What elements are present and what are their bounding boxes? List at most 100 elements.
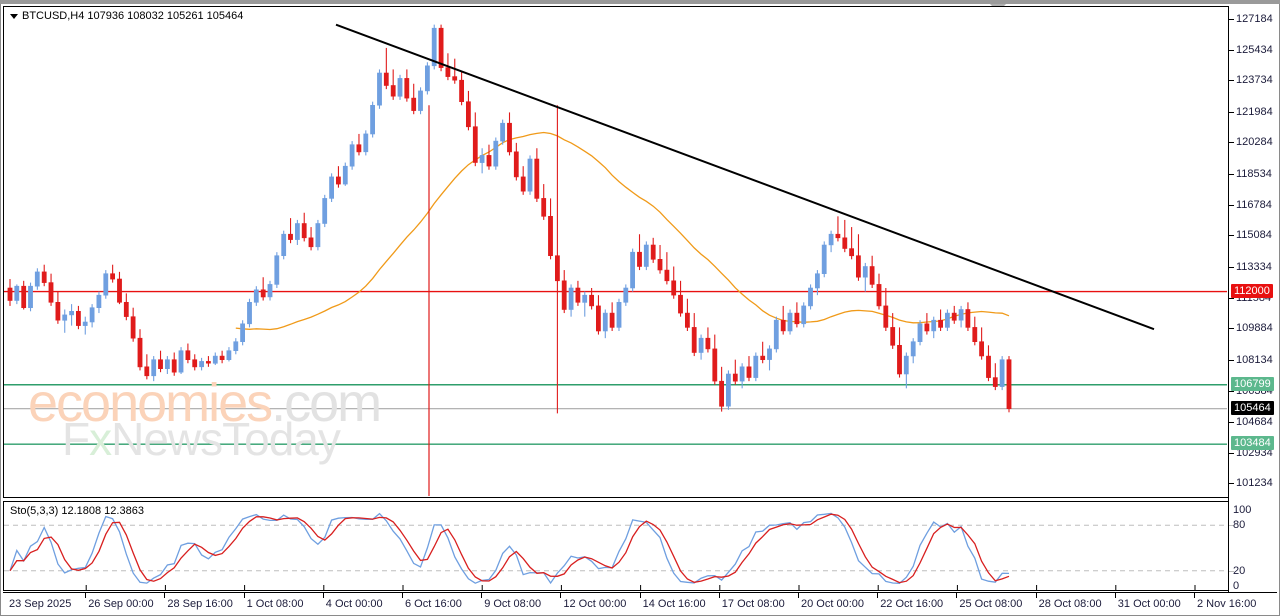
- candle: [965, 302, 971, 331]
- candle: [322, 194, 328, 228]
- candle: [835, 216, 841, 242]
- price-tick: [1229, 142, 1234, 144]
- candle: [801, 302, 807, 328]
- candle: [842, 219, 848, 253]
- candle: [165, 356, 170, 374]
- symbol-header-text: BTCUSD,H4 107936 108032 105261 105464: [22, 10, 244, 22]
- price-tick-label: 108134: [1236, 353, 1273, 366]
- sto-tick-label: 80: [1233, 519, 1246, 532]
- time-tick-label: 26 Sep 00:00: [88, 598, 154, 610]
- candle: [370, 101, 375, 138]
- candle: [226, 347, 232, 362]
- candle: [21, 280, 27, 310]
- price-tick: [1229, 235, 1234, 237]
- time-tick-label: 2 Nov 16:00: [1197, 598, 1257, 610]
- candle: [999, 356, 1005, 391]
- candle: [527, 155, 533, 195]
- candle: [260, 277, 266, 301]
- candle: [253, 286, 259, 306]
- stochastic-pane[interactable]: Sto(5,3,3) 12.1808 12.3863: [3, 501, 1228, 591]
- candle: [315, 219, 321, 251]
- candle: [96, 291, 102, 314]
- price-tick: [1229, 421, 1234, 423]
- candle: [418, 87, 423, 115]
- candle: [938, 309, 943, 331]
- time-tick-label: 9 Oct 08:00: [484, 598, 542, 610]
- sto-tick: [1229, 525, 1234, 527]
- sto-d-line: [9, 513, 1010, 584]
- candle: [520, 166, 526, 195]
- candle: [82, 316, 88, 335]
- candle: [377, 69, 382, 109]
- time-tick: [243, 593, 245, 598]
- candle: [972, 316, 978, 346]
- candle: [623, 284, 629, 306]
- candle: [814, 270, 820, 296]
- candle: [575, 280, 581, 306]
- candle: [862, 262, 868, 292]
- candle: [616, 298, 622, 331]
- chart-menu-arrow-icon[interactable]: [10, 13, 18, 19]
- price-tag-105464[interactable]: 105464: [1231, 400, 1274, 415]
- sto-tick-label: 100: [1233, 504, 1252, 516]
- candle: [780, 305, 786, 335]
- time-tick: [877, 593, 879, 598]
- sto-tick: [1229, 570, 1234, 572]
- price-tag-103484[interactable]: 103484: [1231, 436, 1274, 451]
- candle: [897, 327, 902, 378]
- price-tick-label: 113334: [1236, 260, 1272, 273]
- candle: [349, 141, 355, 170]
- candle: [657, 244, 663, 274]
- time-tick: [322, 593, 324, 598]
- time-tick: [402, 593, 403, 598]
- time-tick: [798, 593, 799, 598]
- candle: [787, 309, 793, 335]
- candle: [746, 356, 752, 382]
- time-tick-label: 28 Sep 16:00: [167, 598, 233, 610]
- time-tick-label: 6 Oct 16:00: [405, 598, 462, 610]
- candle: [171, 352, 177, 376]
- candle: [541, 184, 547, 220]
- price-tick-label: 123734: [1236, 74, 1273, 87]
- time-tick: [718, 593, 720, 598]
- price-tick-label: 125434: [1236, 43, 1273, 56]
- candle: [890, 313, 896, 349]
- candle: [725, 370, 731, 410]
- symbol-header: BTCUSD,H4 107936 108032 105261 105464: [10, 10, 243, 22]
- time-tick: [1194, 593, 1195, 598]
- candle: [335, 166, 341, 188]
- candle: [808, 284, 813, 310]
- candle: [684, 298, 690, 331]
- candle: [144, 354, 150, 380]
- candle: [110, 264, 115, 283]
- time-tick-label: 4 Oct 00:00: [325, 598, 383, 610]
- price-tag-106799[interactable]: 106799: [1231, 376, 1274, 391]
- candle: [534, 148, 540, 202]
- price-tick: [1229, 359, 1234, 361]
- candle: [479, 148, 485, 174]
- price-tick: [1229, 49, 1234, 51]
- candle: [917, 320, 923, 346]
- candle: [650, 237, 656, 263]
- candle: [855, 234, 861, 281]
- candle: [76, 305, 81, 330]
- price-tick: [1229, 391, 1234, 393]
- price-tag-112000[interactable]: 112000: [1231, 283, 1273, 298]
- time-tick-label: 23 Sep 2025: [9, 598, 72, 610]
- price-pane[interactable]: BTCUSD,H4 107936 108032 105261 105464: [3, 6, 1228, 498]
- time-tick-label: 31 Oct 00:00: [1117, 598, 1181, 610]
- candle: [883, 287, 889, 331]
- candle: [137, 329, 143, 371]
- time-axis[interactable]: 23 Sep 2025 26 Sep 00:00 28 Sep 16:00 1 Oct…: [3, 592, 1277, 614]
- price-tick-label: 101234: [1236, 477, 1273, 490]
- candle: [548, 198, 553, 260]
- candle: [705, 327, 711, 353]
- candle: [554, 105, 560, 414]
- time-tick: [1114, 593, 1116, 598]
- candle: [712, 334, 718, 385]
- candle: [411, 83, 417, 115]
- candle: [356, 133, 362, 156]
- time-tick: [1035, 593, 1037, 598]
- window-top-scrollbar[interactable]: [0, 0, 1280, 4]
- price-axis[interactable]: 127184 125434 123734 121984 120284 118534 1167…: [1228, 6, 1277, 592]
